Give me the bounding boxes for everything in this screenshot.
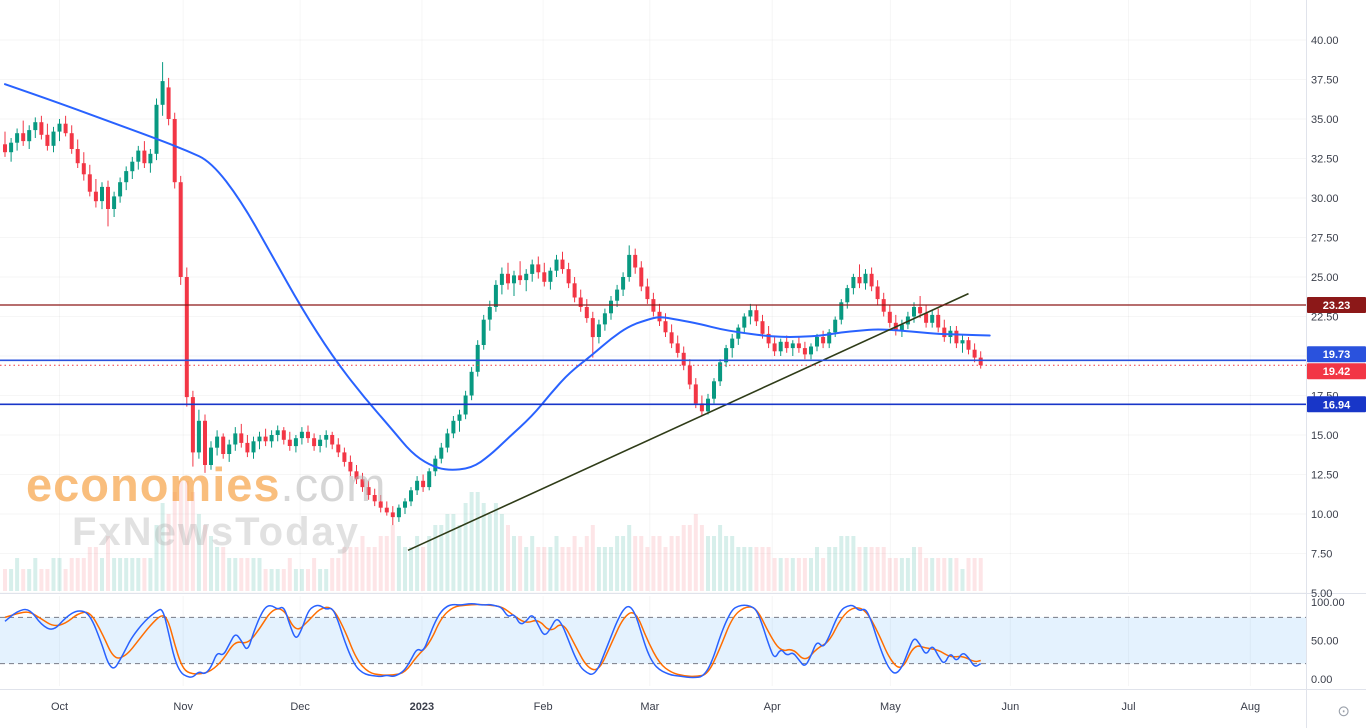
svg-text:Aug: Aug: [1241, 701, 1261, 713]
svg-text:Jun: Jun: [1002, 701, 1020, 713]
svg-text:15.00: 15.00: [1311, 430, 1339, 442]
svg-text:25.00: 25.00: [1311, 272, 1339, 284]
svg-text:40.00: 40.00: [1311, 35, 1339, 47]
svg-text:19.73: 19.73: [1323, 349, 1351, 361]
svg-text:19.42: 19.42: [1323, 366, 1351, 378]
pane-maximize-icon[interactable]: ⊙: [1337, 703, 1350, 720]
svg-text:Dec: Dec: [290, 701, 310, 713]
svg-text:Nov: Nov: [173, 701, 193, 713]
svg-text:Mar: Mar: [640, 701, 659, 713]
svg-text:27.50: 27.50: [1311, 233, 1339, 245]
svg-text:37.50: 37.50: [1311, 75, 1339, 87]
moving-average-line[interactable]: [4, 83, 991, 471]
svg-text:0.00: 0.00: [1311, 674, 1332, 686]
svg-text:32.50: 32.50: [1311, 154, 1339, 166]
svg-text:12.50: 12.50: [1311, 470, 1339, 482]
volume-bars: [3, 481, 983, 591]
svg-text:Jul: Jul: [1121, 701, 1135, 713]
svg-text:22.50: 22.50: [1311, 312, 1339, 324]
svg-text:Feb: Feb: [534, 701, 553, 713]
svg-text:7.50: 7.50: [1311, 549, 1332, 561]
svg-text:50.00: 50.00: [1311, 636, 1339, 648]
svg-text:May: May: [880, 701, 901, 713]
candlestick-series: [3, 62, 983, 526]
svg-text:10.00: 10.00: [1311, 509, 1339, 521]
svg-text:5.00: 5.00: [1311, 588, 1332, 600]
svg-text:2023: 2023: [410, 701, 434, 713]
svg-text:30.00: 30.00: [1311, 193, 1339, 205]
trend-line[interactable]: [407, 292, 969, 552]
time-axis[interactable]: Oct Nov Dec 2023 Feb Mar Apr May Jun Jul Aug: [51, 701, 1260, 713]
stochastic-band: [0, 616, 1306, 665]
stochastic-lines: [4, 602, 982, 679]
svg-text:100.00: 100.00: [1311, 597, 1345, 609]
price-level-labels[interactable]: 23.23 19.73 19.42 16.94: [1307, 297, 1366, 413]
svg-text:35.00: 35.00: [1311, 114, 1339, 126]
svg-text:Apr: Apr: [764, 701, 781, 713]
svg-text:Oct: Oct: [51, 701, 68, 713]
svg-text:23.23: 23.23: [1323, 300, 1351, 312]
price-level-lines[interactable]: [0, 304, 1306, 406]
svg-text:16.94: 16.94: [1323, 399, 1351, 411]
